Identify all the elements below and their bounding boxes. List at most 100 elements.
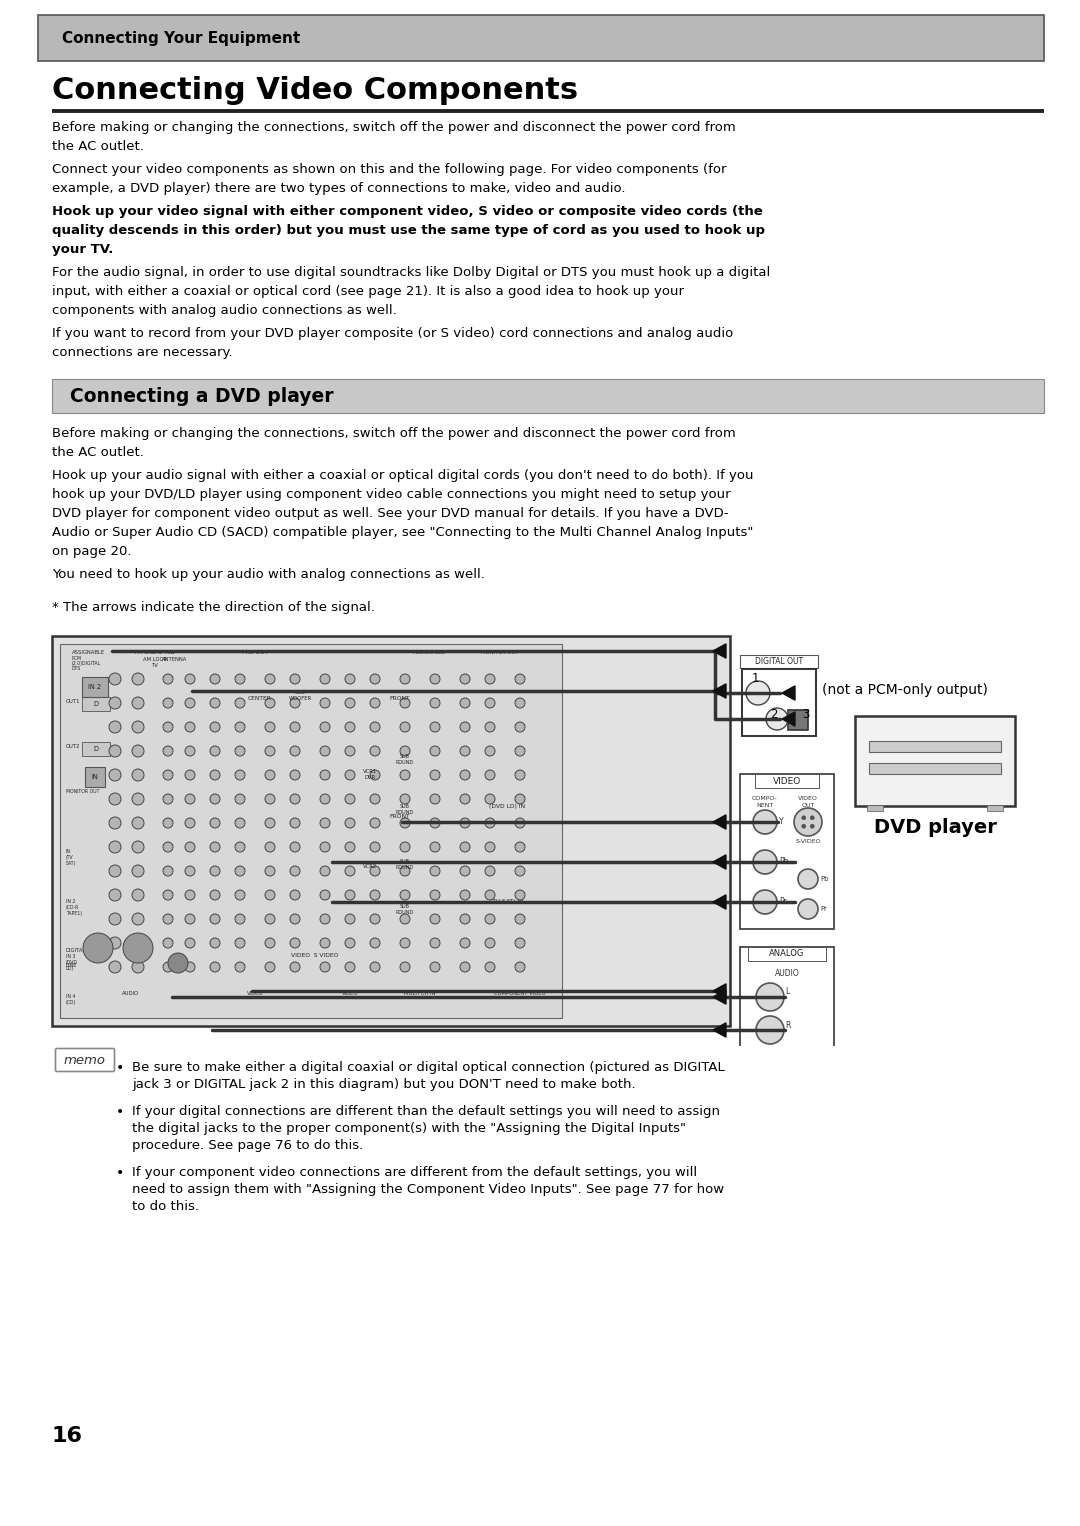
- Circle shape: [132, 769, 144, 781]
- Circle shape: [291, 746, 300, 755]
- Circle shape: [185, 914, 195, 925]
- Text: jack 3 or DIGITAL jack 2 in this diagram) but you DON'T need to make both.: jack 3 or DIGITAL jack 2 in this diagram…: [132, 1077, 636, 1091]
- Circle shape: [400, 961, 410, 972]
- Circle shape: [370, 818, 380, 829]
- Circle shape: [485, 842, 495, 852]
- Circle shape: [430, 961, 440, 972]
- FancyBboxPatch shape: [788, 710, 808, 729]
- Circle shape: [320, 890, 330, 900]
- Text: Connect your video components as shown on this and the following page. For video: Connect your video components as shown o…: [52, 163, 727, 175]
- Text: Hook up your video signal with either component video, S video or composite vide: Hook up your video signal with either co…: [52, 204, 762, 218]
- Polygon shape: [713, 990, 726, 1004]
- Text: COMPONENT VIDEO: COMPONENT VIDEO: [495, 990, 545, 996]
- Text: AUDIO: AUDIO: [121, 990, 138, 996]
- Circle shape: [370, 771, 380, 780]
- Text: FM UNBAL 75Ω: FM UNBAL 75Ω: [135, 650, 175, 655]
- Circle shape: [320, 961, 330, 972]
- Circle shape: [265, 865, 275, 876]
- Circle shape: [370, 914, 380, 925]
- Text: ANTENNA: ANTENNA: [162, 658, 188, 662]
- Circle shape: [163, 842, 173, 852]
- Text: SUB
ROUND: SUB ROUND: [396, 859, 414, 870]
- Text: If your digital connections are different than the default settings you will nee: If your digital connections are differen…: [132, 1105, 720, 1119]
- Circle shape: [370, 890, 380, 900]
- Text: Connecting a DVD player: Connecting a DVD player: [70, 386, 334, 406]
- Circle shape: [185, 771, 195, 780]
- Text: IN 3
(DVD
LD): IN 3 (DVD LD): [66, 954, 78, 971]
- Circle shape: [291, 794, 300, 804]
- Circle shape: [185, 842, 195, 852]
- Circle shape: [370, 938, 380, 948]
- Circle shape: [320, 818, 330, 829]
- Circle shape: [132, 697, 144, 710]
- Text: D: D: [94, 746, 98, 752]
- Circle shape: [430, 746, 440, 755]
- Circle shape: [109, 865, 121, 877]
- Circle shape: [265, 914, 275, 925]
- Circle shape: [132, 865, 144, 877]
- Circle shape: [430, 890, 440, 900]
- Text: LINE: LINE: [66, 963, 78, 967]
- Text: PCM: PCM: [72, 656, 82, 661]
- Circle shape: [109, 913, 121, 925]
- Circle shape: [109, 937, 121, 949]
- Text: the AC outlet.: the AC outlet.: [52, 140, 144, 153]
- Text: If your component video connections are different from the default settings, you: If your component video connections are …: [132, 1166, 697, 1180]
- Text: Connecting Video Components: Connecting Video Components: [52, 76, 578, 105]
- Text: AUDIO: AUDIO: [774, 969, 799, 978]
- Circle shape: [345, 961, 355, 972]
- Text: IN 2
(CD-R
TAPE1): IN 2 (CD-R TAPE1): [66, 899, 82, 916]
- Text: TV: TV: [151, 662, 159, 668]
- Text: COMPO-: COMPO-: [752, 797, 778, 801]
- Text: Y: Y: [779, 818, 784, 827]
- Circle shape: [400, 746, 410, 755]
- Text: VCR1
DVR: VCR1 DVR: [363, 769, 377, 780]
- Text: OUT2: OUT2: [66, 745, 81, 749]
- Circle shape: [460, 961, 470, 972]
- Circle shape: [210, 938, 220, 948]
- Text: Be sure to make either a digital coaxial or digital optical connection (pictured: Be sure to make either a digital coaxial…: [132, 1061, 725, 1074]
- Circle shape: [265, 842, 275, 852]
- Polygon shape: [713, 984, 726, 998]
- Circle shape: [515, 938, 525, 948]
- Bar: [987, 806, 1003, 810]
- Circle shape: [265, 890, 275, 900]
- Circle shape: [235, 794, 245, 804]
- Bar: [740, 655, 818, 668]
- Circle shape: [163, 722, 173, 732]
- Bar: [869, 742, 1001, 752]
- Circle shape: [485, 674, 495, 684]
- Circle shape: [345, 697, 355, 708]
- Bar: [867, 806, 883, 810]
- Circle shape: [109, 961, 121, 974]
- Text: DVD player: DVD player: [874, 818, 997, 836]
- Circle shape: [291, 890, 300, 900]
- Circle shape: [515, 914, 525, 925]
- Circle shape: [132, 673, 144, 685]
- Circle shape: [515, 865, 525, 876]
- Circle shape: [460, 746, 470, 755]
- Bar: [869, 763, 1001, 774]
- Circle shape: [132, 937, 144, 949]
- Text: Before making or changing the connections, switch off the power and disconnect t: Before making or changing the connection…: [52, 121, 735, 134]
- Circle shape: [168, 954, 188, 974]
- Circle shape: [345, 746, 355, 755]
- Text: FRONT: FRONT: [390, 696, 410, 700]
- Circle shape: [460, 722, 470, 732]
- Circle shape: [515, 697, 525, 708]
- Circle shape: [485, 771, 495, 780]
- Text: Pb: Pb: [820, 876, 828, 882]
- Circle shape: [460, 890, 470, 900]
- Circle shape: [766, 708, 788, 729]
- Circle shape: [460, 938, 470, 948]
- Circle shape: [460, 697, 470, 708]
- Circle shape: [485, 697, 495, 708]
- Circle shape: [320, 842, 330, 852]
- Circle shape: [400, 697, 410, 708]
- Circle shape: [163, 961, 173, 972]
- Circle shape: [109, 697, 121, 710]
- Circle shape: [753, 890, 777, 914]
- Circle shape: [810, 816, 814, 819]
- Text: DIGITAL OUT: DIGITAL OUT: [755, 658, 804, 665]
- Circle shape: [753, 850, 777, 874]
